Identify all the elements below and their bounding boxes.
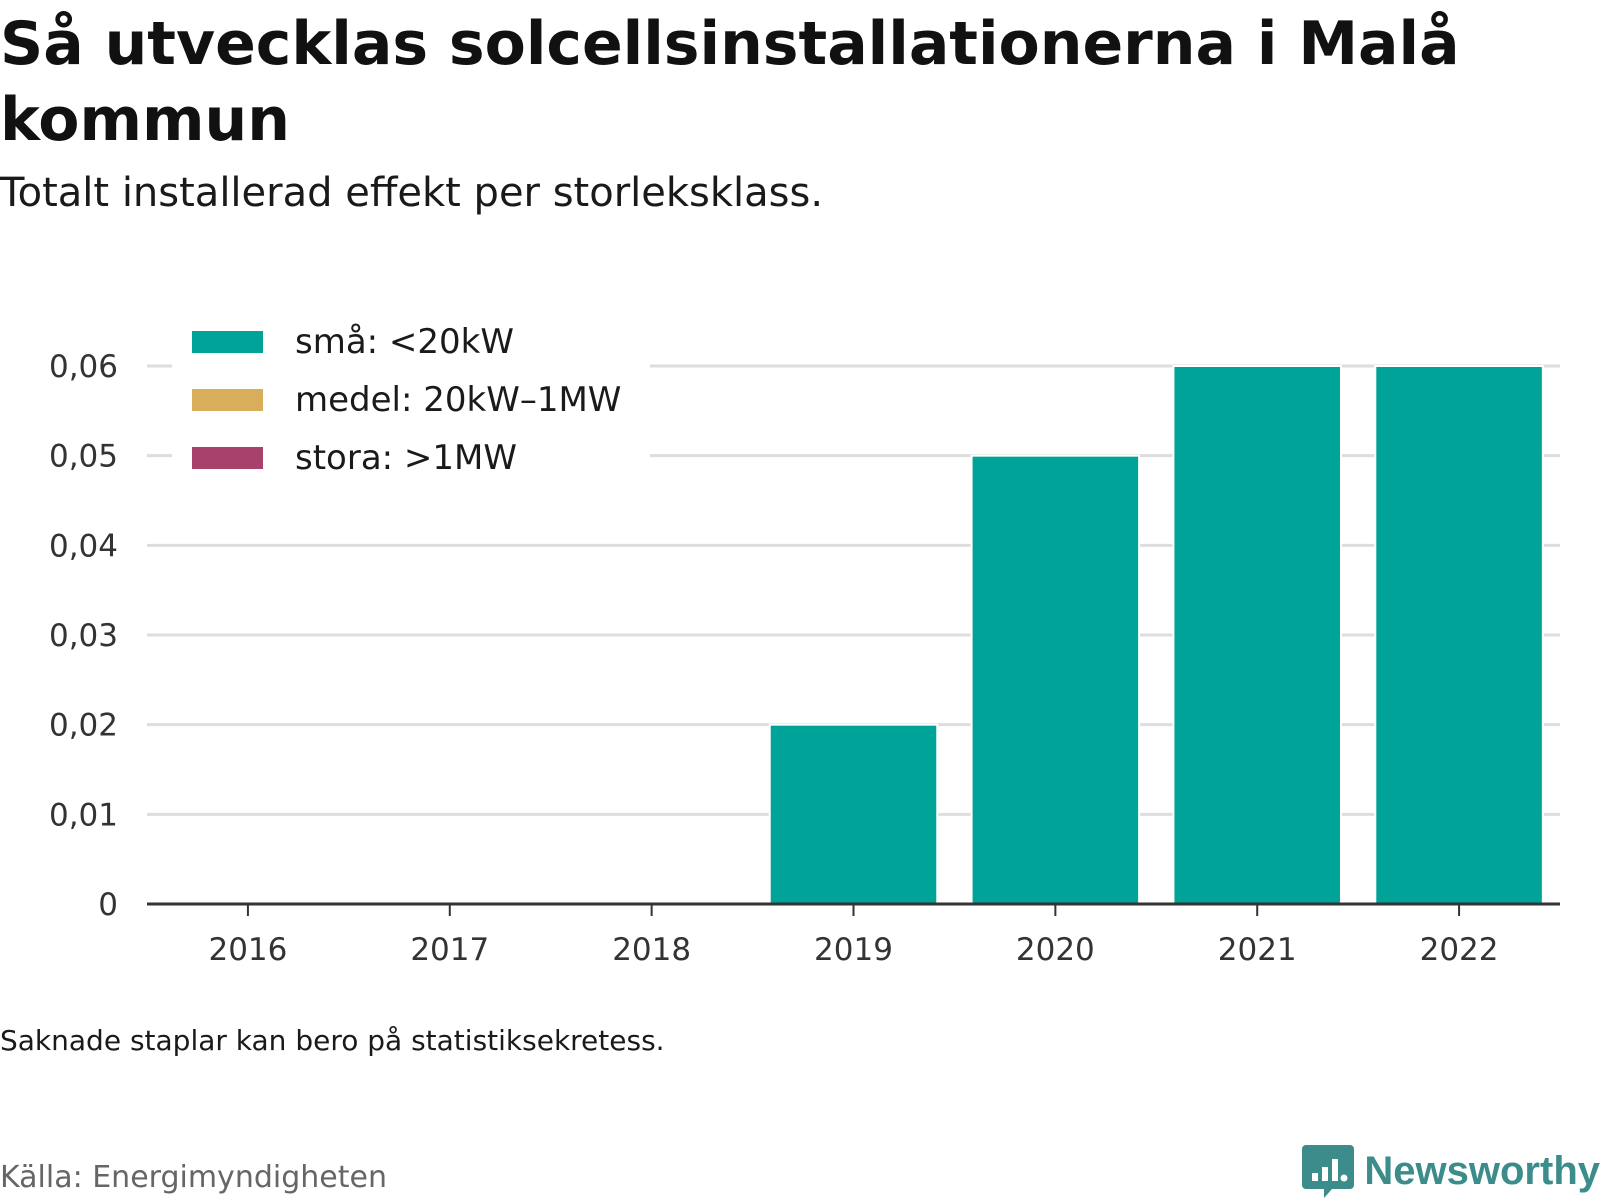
bar — [768, 723, 939, 906]
y-tick-label: 0,02 — [49, 708, 118, 744]
axes: 0 0,01 0,02 0,03 0,04 0,05 0,06 2016 2017 2018 201… — [49, 349, 1560, 968]
y-tick-label: 0,01 — [49, 797, 118, 833]
bar — [970, 454, 1141, 905]
bars — [768, 365, 1544, 906]
bar-chart: små: <20kW medel: 20kW–1MW stora: >1MW 0 0,… — [48, 318, 1560, 968]
legend-swatch — [192, 389, 263, 411]
source-label: Källa: Energimyndigheten — [0, 1160, 387, 1195]
y-tick-label: 0,05 — [49, 439, 118, 475]
legend: små: <20kW medel: 20kW–1MW stora: >1MW — [172, 318, 650, 488]
chart-subtitle: Totalt installerad effekt per storlekskl… — [0, 170, 824, 216]
x-tick-label: 2016 — [208, 932, 287, 968]
chart-bubble-icon — [1302, 1145, 1355, 1198]
y-tick-label: 0,03 — [49, 618, 118, 654]
brand-logo: Newsworthy — [1302, 1143, 1600, 1199]
legend-label: medel: 20kW–1MW — [295, 380, 621, 420]
y-tick-label: 0 — [98, 887, 118, 923]
x-tick-label: 2017 — [410, 932, 489, 968]
x-tick-label: 2019 — [814, 932, 893, 968]
legend-label: små: <20kW — [295, 322, 514, 362]
bar — [1374, 365, 1544, 905]
x-tick-label: 2018 — [612, 932, 691, 968]
legend-swatch — [192, 331, 263, 353]
x-tick-label: 2020 — [1016, 932, 1095, 968]
legend-swatch — [192, 447, 263, 469]
legend-label: stora: >1MW — [295, 438, 517, 478]
x-tick-label: 2021 — [1218, 932, 1297, 968]
footnote: Saknade staplar kan bero på statistiksek… — [0, 1024, 665, 1057]
x-tick-label: 2022 — [1420, 932, 1499, 968]
y-tick-label: 0,06 — [49, 349, 118, 385]
bar — [1172, 365, 1342, 905]
y-tick-label: 0,04 — [49, 528, 118, 564]
chart-title: Så utvecklas solcellsinstallationerna i … — [0, 9, 1460, 155]
brand-name: Newsworthy — [1364, 1148, 1600, 1193]
